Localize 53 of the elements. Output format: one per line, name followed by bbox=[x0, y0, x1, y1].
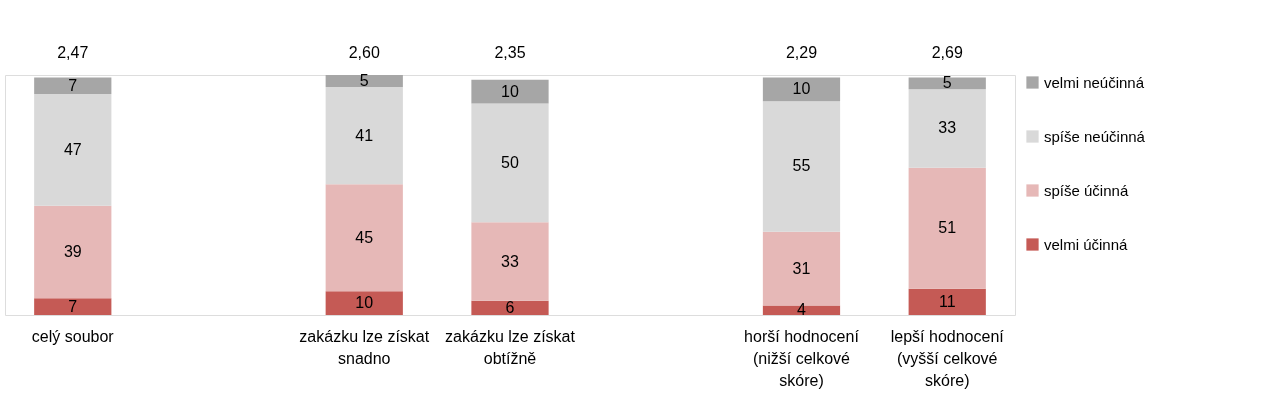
x-tick-label: celý soubor bbox=[31, 328, 115, 345]
legend-label: spíše účinná bbox=[1044, 181, 1129, 199]
x-tick-label: zakázku lze získat obtížně bbox=[445, 328, 576, 367]
bar bbox=[325, 86, 403, 185]
x-tick-label: lepší hodnocení (vyšší celkové skóre) bbox=[890, 328, 1005, 389]
data-label: 41 bbox=[355, 126, 374, 144]
bar bbox=[34, 94, 112, 206]
bar bbox=[471, 103, 549, 223]
bar bbox=[762, 77, 841, 102]
data-label: 50 bbox=[501, 153, 519, 171]
data-label: 33 bbox=[938, 119, 957, 137]
bar bbox=[471, 222, 549, 301]
bar bbox=[762, 101, 841, 232]
bar bbox=[325, 184, 403, 292]
data-label: 10 bbox=[501, 82, 519, 100]
bar bbox=[34, 298, 112, 315]
legend-label: velmi účinná bbox=[1044, 235, 1129, 253]
bar bbox=[762, 305, 841, 315]
annotation: 2,35 bbox=[494, 44, 526, 62]
legend-label: spíše neúčinná bbox=[1044, 127, 1146, 145]
data-label: 31 bbox=[792, 259, 811, 277]
bar bbox=[325, 75, 403, 87]
data-label: 45 bbox=[355, 228, 374, 246]
data-label: 7 bbox=[68, 76, 78, 94]
data-label: 33 bbox=[501, 252, 519, 270]
data-label: 5 bbox=[942, 74, 952, 92]
data-label: 10 bbox=[792, 80, 811, 98]
x-tick-label: zakázku lze získat snadno bbox=[299, 328, 430, 367]
data-label: 47 bbox=[63, 140, 82, 158]
annotation: 2,47 bbox=[57, 44, 89, 62]
data-label: 4 bbox=[797, 301, 807, 319]
data-label: 6 bbox=[505, 298, 515, 316]
bar bbox=[908, 167, 986, 289]
data-label: 10 bbox=[355, 294, 374, 312]
bar bbox=[34, 77, 112, 95]
data-label: 11 bbox=[938, 292, 956, 310]
bar bbox=[908, 89, 986, 168]
annotation: 2,69 bbox=[931, 44, 963, 62]
bar bbox=[908, 288, 986, 315]
annotation: 2,29 bbox=[785, 44, 818, 62]
bar bbox=[908, 77, 986, 90]
bar bbox=[325, 291, 403, 315]
data-label: 55 bbox=[792, 157, 811, 175]
bar bbox=[471, 300, 549, 315]
data-label: 5 bbox=[359, 71, 369, 89]
data-label: 51 bbox=[938, 219, 957, 237]
data-label: 7 bbox=[68, 297, 78, 315]
legend-label: velmi neúčinná bbox=[1044, 73, 1145, 91]
bar bbox=[34, 205, 112, 299]
x-tick-label: horší hodnocení (nižší celkové skóre) bbox=[744, 328, 860, 389]
bar bbox=[471, 79, 549, 104]
data-label: 39 bbox=[63, 243, 82, 261]
annotation: 2,60 bbox=[348, 44, 380, 62]
